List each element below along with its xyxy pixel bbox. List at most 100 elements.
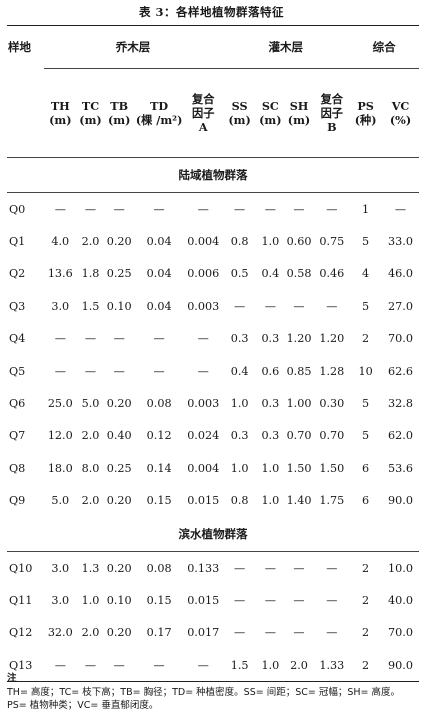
section-title: 陆域植物群落: [7, 157, 419, 193]
data-cell: —: [264, 593, 276, 607]
data-cell: —: [113, 332, 125, 346]
data-cell: 0.003: [187, 299, 220, 313]
table-notes: 注 TH= 高度；TC= 枝下高；TB= 胸径；TD= 种植密度。SS= 间距；…: [7, 672, 419, 713]
data-cell: 3.0: [51, 561, 70, 575]
column-header-line: SC: [261, 99, 279, 113]
data-cell: —: [234, 202, 246, 216]
data-cell: 0.3: [261, 332, 280, 346]
column-header-line: (m): [107, 113, 131, 127]
column-header-line: TH: [50, 99, 70, 113]
data-cell: —: [234, 561, 246, 575]
data-cell: 1.20: [319, 332, 345, 346]
data-cell: 2: [362, 561, 370, 575]
data-cell: 70.0: [388, 626, 413, 640]
column-header-line: (%): [389, 113, 412, 127]
site-id-cell: Q0: [9, 202, 26, 216]
data-cell: 27.0: [388, 299, 413, 313]
data-cell: 1.0: [81, 593, 100, 607]
data-cell: 0.10: [106, 593, 132, 607]
data-cell: —: [234, 593, 246, 607]
data-cell: 1.50: [286, 461, 312, 475]
data-cell: —: [153, 332, 165, 346]
data-cell: 33.0: [388, 235, 413, 249]
data-cell: 2: [349, 649, 382, 683]
data-cell: —: [153, 364, 165, 378]
data-cell: 62.6: [388, 364, 413, 378]
table-body: 陆域植物群落 Q0 — — — — — — — — — 1 — Q1 4.0 2.0 0.20 0.04 0.004…: [7, 157, 419, 683]
section-row: 陆域植物群落: [7, 157, 419, 193]
data-cell: 1: [362, 202, 370, 216]
data-cell: 0.4: [261, 267, 280, 281]
data-cell: —: [326, 202, 338, 216]
data-cell: 0.20: [106, 494, 132, 508]
summary-header: 综合: [349, 25, 419, 69]
data-cell: —: [264, 561, 276, 575]
data-cell: 1.33: [314, 649, 350, 683]
site-id-cell: Q9: [9, 494, 26, 508]
data-cell: 13.6: [47, 267, 73, 281]
data-cell: 0.015: [187, 593, 220, 607]
table-row: Q10 3.0 1.3 0.20 0.08 0.133 — — — — 2 10.0: [7, 551, 419, 584]
data-cell: 70.0: [388, 332, 413, 346]
data-cell: —: [234, 626, 246, 640]
data-cell: 0.004: [187, 461, 220, 475]
data-cell: 0.5: [230, 267, 249, 281]
site-id-cell: Q12: [9, 626, 33, 640]
data-cell: 4: [362, 267, 370, 281]
data-cell: 18.0: [47, 461, 73, 475]
data-cell: 0.70: [319, 429, 345, 443]
data-cell: 0.133: [187, 561, 220, 575]
site-id-cell: Q1: [9, 235, 26, 249]
data-cell: 90.0: [382, 649, 419, 683]
column-header-line: TB: [110, 99, 129, 113]
column-header-line: (m): [259, 113, 282, 127]
data-cell: 62.0: [388, 429, 413, 443]
column-header-line: 因子: [320, 106, 343, 120]
column-header-line: PS: [357, 99, 374, 113]
data-cell: 1.0: [261, 494, 280, 508]
plant-community-table: 样地 乔木层 灌木层 综合 TH (m) TC (m) TB (m) TD (棵 /m²) 复合…: [7, 25, 419, 683]
data-cell: 2.0: [283, 649, 315, 683]
site-id-cell: Q8: [9, 461, 26, 475]
shrub-layer-header: 灌木层: [222, 25, 350, 69]
data-cell: 2.0: [81, 235, 100, 249]
table-row: Q8 18.0 8.0 0.25 0.14 0.004 1.0 1.0 1.50 1.50 6 53.…: [7, 452, 419, 484]
data-cell: 3.0: [51, 593, 70, 607]
data-cell: 0.006: [187, 267, 220, 281]
site-id-cell: Q13: [7, 649, 44, 683]
site-id-cell: Q4: [9, 332, 26, 346]
data-cell: 1.00: [286, 397, 312, 411]
data-cell: 0.04: [146, 235, 172, 249]
data-cell: —: [326, 626, 338, 640]
data-cell: 0.60: [286, 235, 312, 249]
header-column-row: TH (m) TC (m) TB (m) TD (棵 /m²) 复合 因子 A SS (m) SC (m) S…: [7, 68, 419, 158]
table-row: Q11 3.0 1.0 0.10 0.15 0.015 — — — — 2 40.0: [7, 584, 419, 616]
data-cell: —: [326, 299, 338, 313]
data-cell: 1.3: [81, 561, 100, 575]
data-cell: 0.3: [230, 332, 249, 346]
site-id-cell: Q7: [9, 429, 26, 443]
data-cell: 46.0: [388, 267, 413, 281]
data-cell: —: [54, 202, 66, 216]
data-cell: 0.25: [106, 267, 132, 281]
data-cell: —: [293, 593, 305, 607]
data-cell: 0.30: [319, 397, 345, 411]
data-cell: —: [54, 364, 66, 378]
data-cell: 0.015: [187, 494, 220, 508]
data-cell: —: [197, 332, 209, 346]
table-caption: 表 3：各样地植物群落特征: [138, 5, 284, 19]
data-cell: 5: [362, 235, 370, 249]
data-cell: 0.6: [261, 364, 280, 378]
column-header-line: 因子: [192, 106, 215, 120]
data-cell: 0.85: [286, 364, 312, 378]
data-cell: —: [84, 332, 97, 346]
header-group-row: 样地 乔木层 灌木层 综合: [7, 25, 419, 158]
data-cell: 6: [362, 494, 370, 508]
data-cell: 5: [362, 299, 370, 313]
data-cell: 0.08: [146, 397, 172, 411]
data-cell: 0.8: [230, 235, 249, 249]
data-cell: 32.8: [388, 397, 413, 411]
data-cell: 0.20: [106, 626, 132, 640]
data-cell: —: [197, 202, 209, 216]
data-cell: 0.40: [106, 429, 132, 443]
